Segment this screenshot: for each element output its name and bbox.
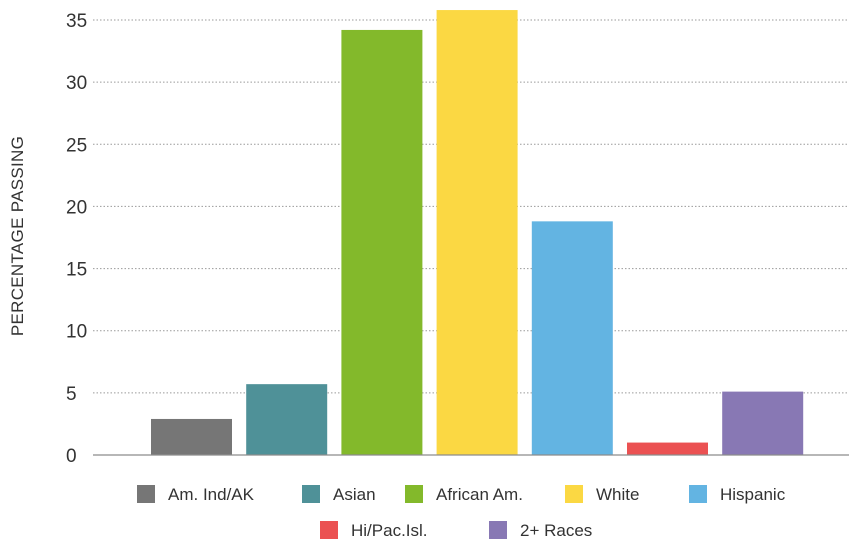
y-tick-label: 35 (66, 11, 87, 32)
y-tick-label: 15 (66, 260, 87, 281)
legend-item: Asian (302, 485, 376, 504)
legend-item: Hi/Pac.Isl. (320, 521, 428, 540)
legend-item: Am. Ind/AK (137, 485, 255, 504)
y-tick-label: 20 (66, 197, 87, 218)
legend-label: White (596, 485, 639, 504)
legend-swatch (405, 485, 423, 503)
legend-swatch (320, 521, 338, 539)
legend-swatch (689, 485, 707, 503)
legend-item: Hispanic (689, 485, 786, 504)
legend-label: African Am. (436, 485, 523, 504)
legend-swatch (489, 521, 507, 539)
y-tick-label: 30 (66, 73, 87, 94)
bar-am-ind-ak (151, 418, 232, 455)
legend-label: Hispanic (720, 485, 786, 504)
y-tick-label: 5 (66, 384, 77, 405)
legend-item: African Am. (405, 485, 523, 504)
bar-asian (246, 384, 328, 455)
bar-white (436, 10, 518, 456)
bars (151, 10, 804, 456)
legend-label: 2+ Races (520, 521, 592, 540)
y-tick-label: 25 (66, 135, 87, 156)
y-tick-label: 0 (66, 446, 77, 467)
bar-hispanic (531, 221, 613, 455)
legend: Am. Ind/AK Asian African Am. White Hispanic H… (137, 485, 786, 540)
bar-2-races (722, 391, 804, 455)
legend-label: Asian (333, 485, 376, 504)
bar-hi-pac-isl (627, 442, 708, 455)
legend-swatch (565, 485, 583, 503)
y-tick-label: 10 (66, 322, 87, 343)
y-axis-ticks: 0 5 10 15 20 25 30 35 (66, 11, 87, 467)
legend-label: Am. Ind/AK (168, 485, 255, 504)
legend-swatch (302, 485, 320, 503)
legend-label: Hi/Pac.Isl. (351, 521, 428, 540)
legend-item: White (565, 485, 639, 504)
bar-african-am (341, 29, 423, 455)
legend-swatch (137, 485, 155, 503)
legend-item: 2+ Races (489, 521, 592, 540)
y-axis-title: PERCENTAGE PASSING (8, 136, 27, 336)
